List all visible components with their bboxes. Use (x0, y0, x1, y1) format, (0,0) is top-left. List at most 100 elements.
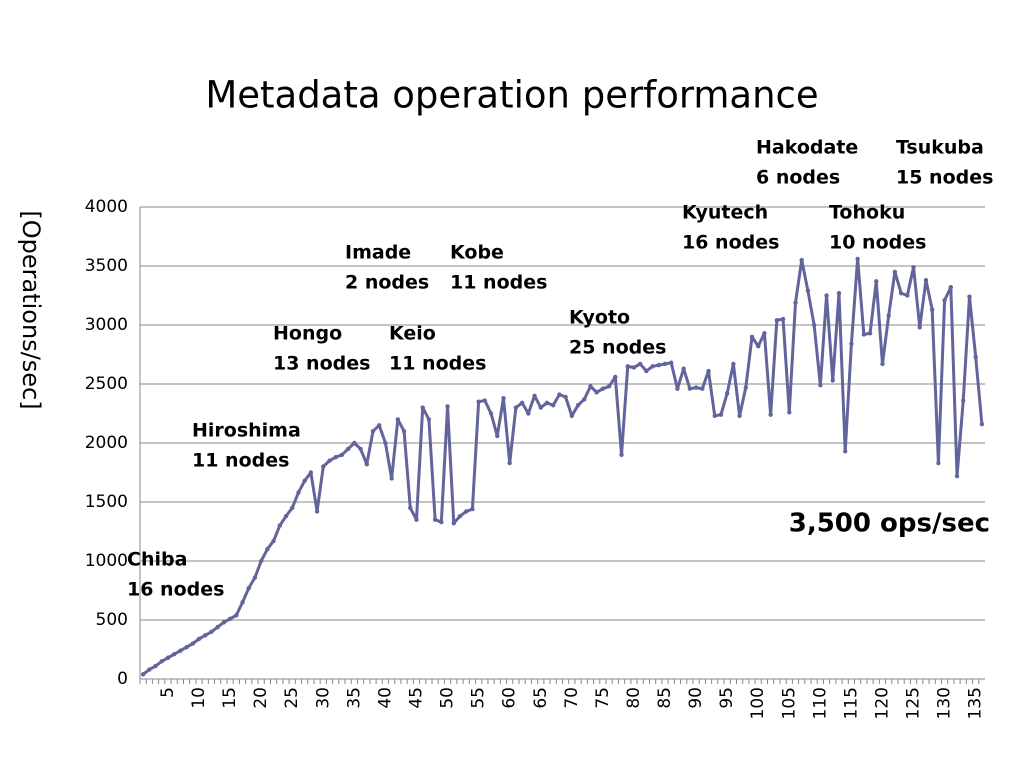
x-tick-label: 95 (717, 687, 737, 709)
data-point (184, 644, 189, 650)
data-point (824, 293, 829, 298)
data-point (501, 395, 506, 401)
data-point (675, 386, 680, 391)
data-point (457, 513, 463, 519)
data-point (942, 298, 947, 303)
annotation: 11 nodes (450, 272, 547, 294)
data-point (203, 633, 208, 638)
annotation: Imade (345, 242, 411, 264)
data-point (339, 452, 345, 457)
data-point (892, 269, 898, 275)
data-point (333, 454, 338, 460)
data-point (321, 464, 326, 469)
data-point (153, 663, 158, 669)
data-point (917, 325, 922, 330)
data-point (886, 313, 891, 318)
x-tick-label: 30 (313, 687, 333, 709)
data-point (470, 506, 475, 512)
data-point (265, 547, 270, 552)
data-point (588, 384, 593, 389)
y-tick-label: 2500 (85, 374, 128, 394)
data-point (327, 458, 332, 463)
data-point (476, 399, 481, 404)
data-point (662, 361, 668, 367)
data-point (383, 440, 388, 446)
data-point (420, 405, 425, 410)
data-point (408, 505, 413, 511)
data-point (569, 413, 575, 419)
y-tick-label: 1000 (85, 551, 128, 571)
data-point (488, 411, 494, 416)
data-point (209, 629, 214, 634)
x-tick-label: 75 (593, 687, 613, 709)
data-point (762, 331, 767, 336)
data-point (613, 374, 618, 380)
data-point (582, 397, 587, 402)
data-point (221, 620, 227, 625)
annotation: 15 nodes (896, 167, 993, 189)
annotation: Kyoto (569, 307, 630, 329)
data-point (290, 505, 295, 511)
data-point (973, 354, 978, 360)
data-point (513, 405, 519, 410)
data-point (911, 264, 916, 270)
y-axis-label: [Operations/sec] (17, 210, 45, 409)
data-point (749, 334, 755, 339)
data-point (619, 452, 624, 457)
data-line (142, 257, 984, 676)
data-point (302, 478, 307, 483)
data-point (296, 490, 301, 495)
x-tick-label: 15 (220, 687, 240, 709)
x-tick-label: 105 (779, 687, 799, 719)
annotation: 6 nodes (756, 167, 840, 189)
x-tick-label: 25 (282, 687, 302, 709)
data-point (532, 393, 537, 398)
data-point (874, 279, 879, 284)
data-point (557, 392, 562, 397)
y-tick-label: 2000 (85, 433, 128, 453)
x-tick-label: 5 (158, 687, 178, 698)
data-point (165, 655, 171, 660)
data-point (196, 636, 202, 642)
data-point (867, 331, 873, 336)
data-point (352, 440, 357, 446)
data-point (923, 277, 929, 283)
x-tick-label: 120 (872, 687, 892, 719)
x-tick-label: 70 (562, 687, 582, 709)
data-point (227, 616, 233, 622)
data-point (961, 398, 966, 403)
data-point (234, 613, 239, 618)
data-point (370, 429, 376, 434)
x-tick-label: 100 (748, 687, 768, 719)
data-point (706, 368, 711, 374)
x-tick-label: 60 (500, 687, 520, 709)
data-point (345, 446, 351, 452)
data-point (463, 509, 469, 514)
data-point (799, 257, 804, 263)
data-point (861, 332, 867, 337)
data-point (147, 667, 152, 672)
chart-title: Metadata operation performance (205, 74, 818, 117)
data-point (308, 470, 314, 475)
data-point (700, 386, 705, 391)
data-point (737, 413, 742, 419)
data-point (967, 294, 972, 299)
data-point (389, 476, 394, 481)
data-point (240, 600, 245, 605)
data-point (637, 361, 643, 367)
data-point (246, 585, 251, 591)
data-point (550, 403, 556, 408)
data-point (215, 624, 220, 630)
data-point (544, 400, 550, 406)
y-tick-label: 1500 (85, 492, 128, 512)
data-point (258, 558, 264, 564)
y-tick-label: 3000 (85, 315, 128, 335)
data-point (451, 521, 456, 526)
data-point (687, 386, 693, 391)
annotation: Tsukuba (896, 137, 984, 159)
data-point (669, 360, 674, 365)
data-point (756, 344, 761, 349)
data-point (575, 403, 581, 408)
x-tick-label: 85 (655, 687, 675, 709)
x-tick-label: 50 (438, 687, 458, 709)
